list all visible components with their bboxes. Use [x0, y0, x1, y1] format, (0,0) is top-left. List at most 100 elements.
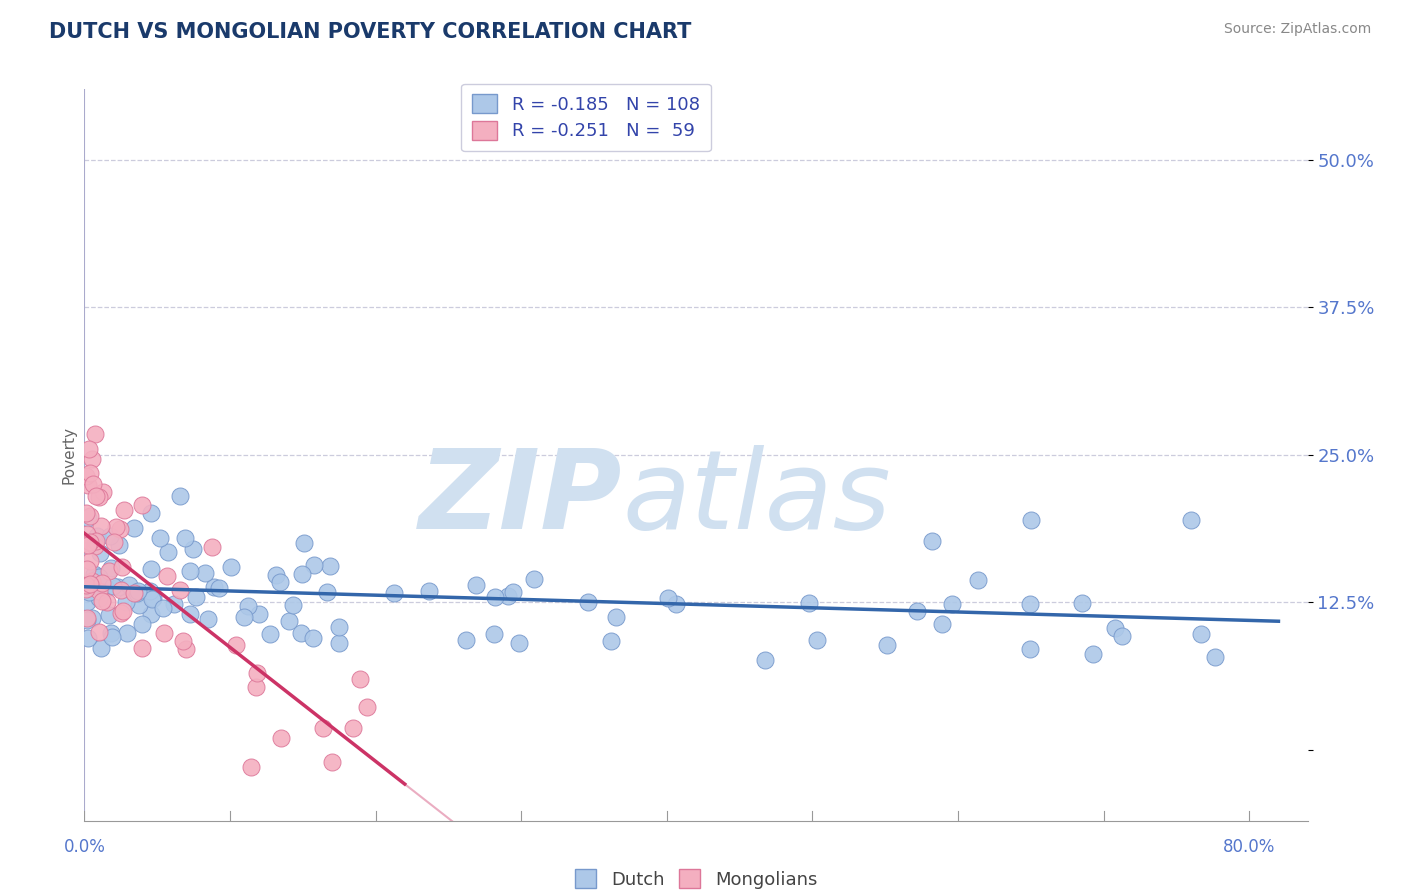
Point	[76, 562, 98, 576]
Point	[110, 522, 132, 536]
Point	[157, 545, 180, 559]
Point	[941, 597, 963, 611]
Point	[76, 478, 98, 492]
Point	[665, 597, 688, 611]
Point	[496, 589, 519, 603]
Point	[277, 614, 299, 628]
Point	[111, 560, 134, 574]
Point	[269, 575, 291, 590]
Point	[77, 442, 100, 456]
Point	[124, 586, 146, 600]
Point	[270, 731, 292, 745]
Point	[91, 485, 114, 500]
Point	[141, 607, 163, 621]
Point	[112, 503, 135, 517]
Point	[103, 535, 125, 549]
Point	[179, 564, 201, 578]
Point	[89, 624, 111, 639]
Point	[84, 572, 107, 586]
Point	[921, 534, 943, 549]
Point	[75, 468, 97, 483]
Point	[96, 582, 118, 596]
Point	[208, 581, 231, 595]
Point	[201, 541, 224, 555]
Legend: Dutch, Mongolians: Dutch, Mongolians	[568, 862, 824, 892]
Point	[156, 569, 179, 583]
Point	[76, 611, 98, 625]
Point	[84, 539, 107, 553]
Point	[418, 584, 440, 599]
Point	[110, 582, 132, 597]
Point	[799, 596, 821, 610]
Point	[233, 610, 256, 624]
Point	[105, 520, 128, 534]
Point	[1083, 647, 1105, 661]
Point	[931, 617, 953, 632]
Point	[77, 539, 100, 553]
Point	[98, 608, 121, 623]
Point	[905, 604, 928, 618]
Point	[83, 427, 105, 442]
Point	[1019, 513, 1042, 527]
Point	[122, 521, 145, 535]
Point	[328, 636, 350, 650]
Text: 80.0%: 80.0%	[1223, 838, 1275, 856]
Point	[80, 574, 103, 588]
Point	[110, 607, 132, 621]
Point	[484, 590, 506, 604]
Point	[100, 561, 122, 575]
Point	[321, 755, 343, 769]
Point	[87, 584, 110, 599]
Text: DUTCH VS MONGOLIAN POVERTY CORRELATION CHART: DUTCH VS MONGOLIAN POVERTY CORRELATION C…	[49, 22, 692, 42]
Point	[91, 575, 114, 590]
Point	[382, 586, 405, 600]
Text: ZIP: ZIP	[419, 445, 623, 552]
Point	[76, 613, 98, 627]
Point	[1071, 596, 1094, 610]
Point	[100, 626, 122, 640]
Point	[86, 529, 108, 543]
Point	[128, 598, 150, 612]
Point	[1018, 597, 1040, 611]
Point	[84, 533, 107, 548]
Point	[75, 582, 97, 596]
Point	[87, 490, 110, 504]
Point	[600, 634, 623, 648]
Point	[100, 630, 122, 644]
Point	[79, 466, 101, 480]
Point	[181, 541, 204, 556]
Point	[176, 642, 198, 657]
Point	[82, 477, 104, 491]
Point	[75, 578, 97, 592]
Point	[111, 604, 134, 618]
Point	[482, 627, 505, 641]
Point	[107, 538, 129, 552]
Point	[127, 583, 149, 598]
Point	[84, 489, 107, 503]
Text: Source: ZipAtlas.com: Source: ZipAtlas.com	[1223, 22, 1371, 37]
Point	[523, 572, 546, 586]
Point	[1189, 626, 1212, 640]
Point	[153, 626, 176, 640]
Point	[259, 626, 281, 640]
Point	[75, 535, 97, 549]
Point	[131, 640, 153, 655]
Point	[139, 562, 162, 576]
Point	[98, 529, 121, 543]
Point	[174, 531, 197, 545]
Point	[90, 576, 112, 591]
Point	[101, 579, 124, 593]
Point	[114, 595, 136, 609]
Point	[169, 489, 191, 503]
Y-axis label: Poverty: Poverty	[60, 425, 76, 484]
Point	[80, 610, 103, 624]
Point	[80, 577, 103, 591]
Point	[79, 576, 101, 591]
Point	[118, 577, 141, 591]
Point	[87, 591, 110, 605]
Point	[172, 634, 194, 648]
Point	[163, 597, 186, 611]
Point	[142, 591, 165, 605]
Point	[247, 607, 270, 621]
Point	[876, 638, 898, 652]
